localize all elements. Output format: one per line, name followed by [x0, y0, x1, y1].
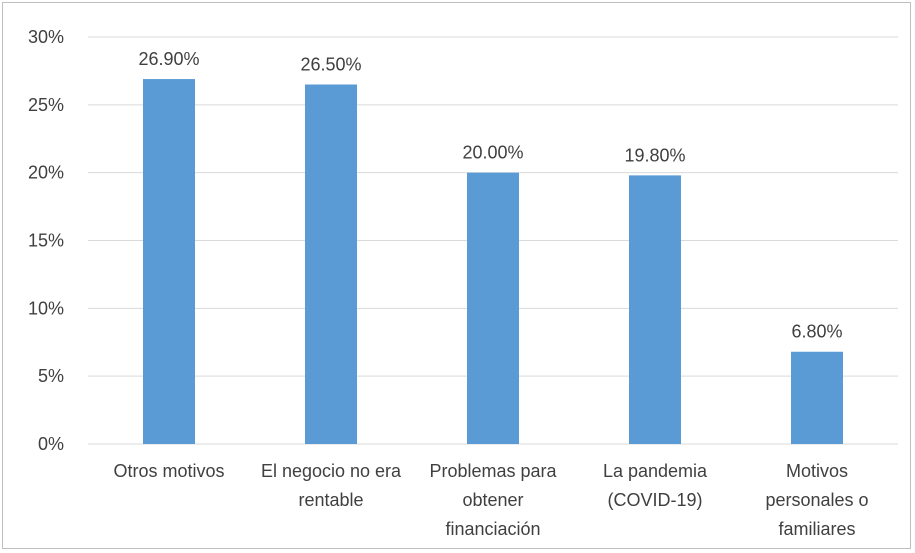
- x-category-label: (COVID-19): [607, 490, 702, 510]
- y-axis-ticks: 0% 5% 10% 15% 20% 25% 30%: [28, 27, 64, 454]
- x-category-label: Otros motivos: [113, 461, 224, 481]
- y-tick-label: 30%: [28, 27, 64, 47]
- y-tick-label: 10%: [28, 298, 64, 318]
- x-category-label: familiares: [778, 519, 855, 539]
- x-category-label: La pandemia: [603, 461, 708, 481]
- data-label: 20.00%: [462, 143, 523, 163]
- data-label: 19.80%: [624, 145, 685, 165]
- y-tick-label: 5%: [38, 366, 64, 386]
- bar: [467, 172, 519, 444]
- x-category-label: Problemas para: [429, 461, 557, 481]
- data-label: 26.90%: [138, 49, 199, 69]
- data-label: 6.80%: [791, 322, 842, 342]
- data-label: 26.50%: [300, 54, 361, 74]
- x-axis-categories: Otros motivos El negocio no era rentable Pr…: [113, 461, 868, 539]
- x-category-label: personales o: [765, 490, 868, 510]
- x-category-label: El negocio no era: [261, 461, 402, 481]
- bar: [791, 351, 843, 444]
- x-category-label: financiación: [445, 519, 540, 539]
- y-tick-label: 25%: [28, 95, 64, 115]
- y-tick-label: 0%: [38, 434, 64, 454]
- bar: [629, 175, 681, 444]
- x-category-label: Motivos: [786, 461, 848, 481]
- bar: [143, 79, 195, 444]
- y-tick-label: 15%: [28, 231, 64, 251]
- bar: [305, 84, 357, 444]
- x-category-label: rentable: [298, 490, 363, 510]
- bars: [143, 79, 843, 444]
- y-tick-label: 20%: [28, 163, 64, 183]
- x-category-label: obtener: [462, 490, 523, 510]
- data-labels: 26.90% 26.50% 20.00% 19.80% 6.80%: [138, 49, 842, 342]
